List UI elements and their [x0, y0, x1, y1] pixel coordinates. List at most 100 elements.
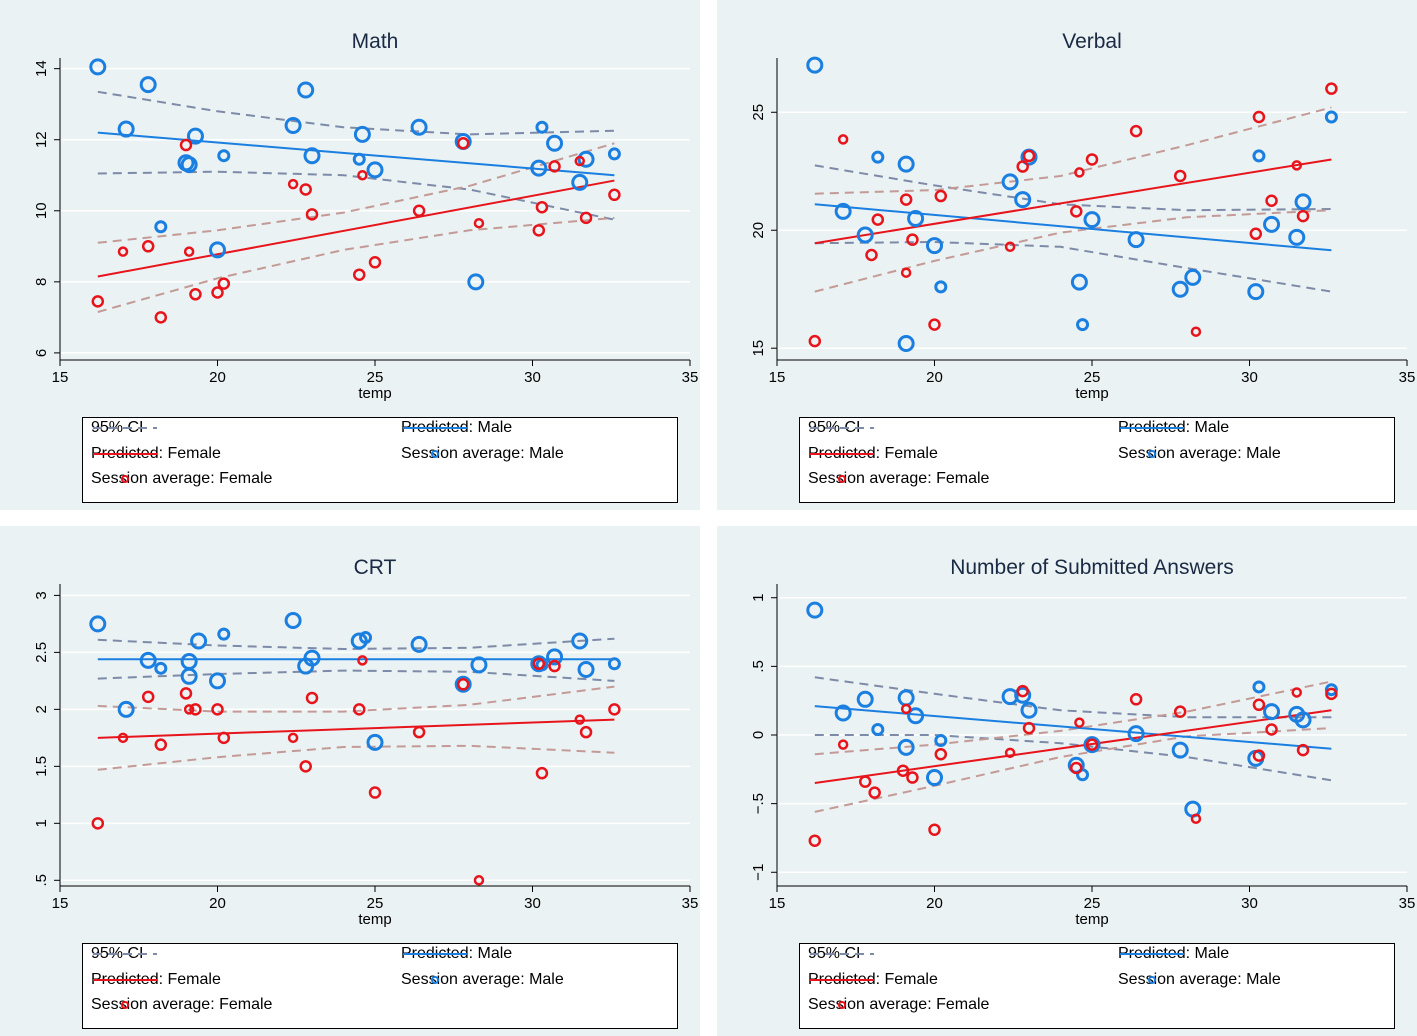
female-point [868, 786, 881, 799]
female-point [211, 703, 224, 716]
male-point [577, 150, 595, 168]
male-point [1263, 215, 1281, 233]
male-point [217, 627, 231, 641]
male-point [1076, 318, 1090, 332]
male-point [546, 134, 564, 152]
x-tick-label: 25 [1084, 369, 1101, 386]
male-point [359, 631, 373, 645]
male-point [871, 723, 885, 737]
female-point [548, 160, 561, 173]
legend-label: Session average: Female [808, 470, 990, 487]
ci-female-upper [97, 142, 615, 244]
female-point [189, 703, 202, 716]
y-tick-label: 15 [750, 340, 767, 357]
y-tick-label: .5 [33, 874, 50, 887]
ci-male-upper [97, 637, 615, 651]
male-point [1076, 768, 1090, 782]
ci-male-upper [97, 90, 615, 136]
male-point [117, 700, 135, 718]
female-point [1325, 82, 1338, 95]
male-point [1070, 273, 1088, 291]
legend-symbol [1148, 450, 1156, 458]
legend-label: Session average: Male [1118, 971, 1281, 988]
female-point [211, 286, 224, 299]
x-axis-label: temp [358, 385, 391, 402]
male-point [934, 733, 948, 747]
legend-label: Session average: Female [91, 996, 273, 1013]
male-point [907, 707, 925, 725]
y-tick-label: 1 [750, 594, 767, 602]
male-point [180, 156, 198, 174]
male-point [180, 667, 198, 685]
female-point [412, 725, 426, 739]
female-point [154, 311, 168, 324]
female-point [353, 268, 366, 281]
y-tick-label: 10 [33, 202, 50, 219]
ci-male-lower [814, 240, 1332, 293]
female-point [900, 703, 912, 715]
female-point [299, 760, 312, 773]
female-point [1085, 153, 1099, 166]
female-point [1190, 326, 1202, 337]
chart-svg: CRT .5 1 1.5 2 2.5 3 15 20 25 30 35 temp [33, 556, 698, 928]
y-tick-label: 0 [750, 731, 767, 739]
ci-female-upper [97, 685, 615, 713]
legend-item: Predicted: Male [1118, 417, 1229, 439]
female-point [1016, 160, 1029, 173]
legend-label: Session average: Female [91, 470, 273, 487]
female-point [1173, 705, 1187, 718]
female-point [899, 193, 913, 206]
female-point [574, 714, 585, 725]
female-point [141, 690, 155, 704]
predicted-male-line [814, 705, 1332, 750]
chart-title: Verbal [1062, 30, 1122, 53]
female-point [353, 703, 366, 716]
legend-label: Session average: Male [1118, 445, 1281, 462]
male-point [926, 769, 943, 787]
legend-label: 95% CI [91, 419, 144, 436]
male-point [834, 704, 852, 722]
female-point [179, 138, 193, 152]
y-tick-label: 1.5 [33, 756, 50, 777]
male-point [926, 237, 943, 255]
female-point [535, 200, 549, 214]
male-point [834, 202, 852, 220]
female-point [1291, 687, 1302, 698]
ci-male-lower [814, 734, 1332, 782]
male-point [284, 117, 302, 135]
legend-symbol [121, 1001, 129, 1009]
male-point [366, 733, 384, 751]
panel-math: Math 6 8 10 12 14 15 20 25 30 35 temp 95% CI Predicte… [0, 0, 700, 510]
male-point [186, 127, 204, 145]
female-point [928, 823, 941, 836]
predicted-female-line [814, 158, 1332, 245]
legend-female-point-swatch [121, 1001, 129, 1009]
legend-symbol [838, 475, 846, 483]
male-point [856, 690, 874, 708]
x-tick-label: 35 [1399, 369, 1416, 386]
male-point [366, 161, 384, 179]
female-point [865, 248, 878, 262]
male-point [1288, 228, 1306, 246]
female-point [608, 703, 621, 716]
x-axis-label: temp [1075, 911, 1108, 928]
female-point [154, 738, 168, 751]
male-point [535, 120, 549, 134]
male-point [154, 220, 168, 234]
legend-label: Session average: Female [808, 996, 990, 1013]
female-point [473, 875, 485, 886]
legend-symbol [93, 979, 157, 981]
x-axis-label: temp [1075, 385, 1108, 402]
female-point [91, 295, 105, 308]
chart-svg: Number of Submitted Answers −1 −.5 0 .5 1 15 20… [750, 556, 1415, 928]
legend-symbol [810, 453, 874, 455]
legend-symbol [810, 427, 874, 429]
female-point [574, 155, 585, 167]
male-point [1001, 173, 1019, 191]
female-point [141, 240, 155, 253]
legend-label: Session average: Male [401, 971, 564, 988]
male-point [410, 635, 428, 653]
y-tick-label: −1 [750, 864, 767, 881]
ci-male-upper [814, 676, 1332, 719]
male-point [1127, 231, 1145, 249]
